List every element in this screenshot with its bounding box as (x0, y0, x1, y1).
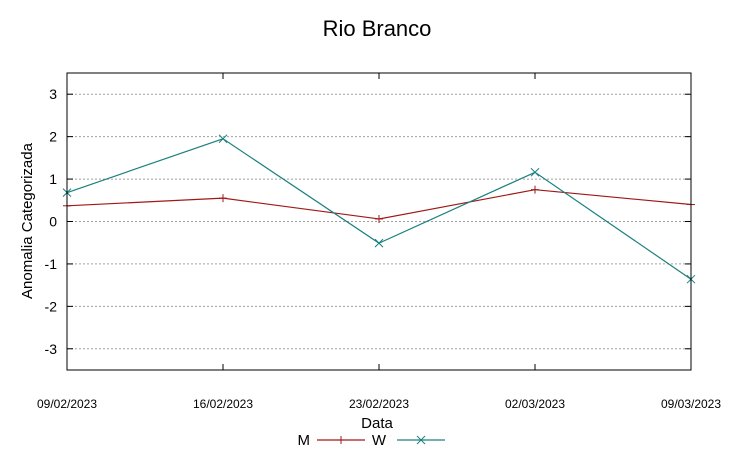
marker-stroke (374, 238, 384, 248)
cross-marker (374, 238, 384, 248)
plus-marker (219, 194, 227, 203)
legend-label-w: W (372, 432, 387, 449)
y-tick-label: -1 (45, 256, 58, 272)
x-axis-label: Data (361, 415, 393, 432)
y-tick-label: 3 (49, 86, 57, 102)
plus-marker (337, 436, 345, 444)
marker-stroke (416, 435, 426, 445)
y-axis-label: Anomalia Categorizada (19, 142, 36, 299)
y-tick-label: -2 (45, 298, 58, 314)
marker-stroke (530, 167, 540, 177)
chart-title: Rio Branco (323, 16, 432, 41)
x-tick-label: 16/02/2023 (193, 397, 253, 411)
series-line-w (66, 138, 692, 280)
cross-marker (416, 435, 426, 445)
plot-frame (66, 72, 692, 371)
marker-stroke (218, 134, 228, 144)
x-tick-label: 09/02/2023 (37, 397, 97, 411)
y-tick-label: 0 (49, 214, 57, 230)
plus-marker (531, 185, 539, 194)
cross-marker (218, 134, 228, 144)
cross-marker (530, 167, 540, 177)
x-tick-label: 02/03/2023 (505, 397, 565, 411)
legend-label-m: M (298, 432, 311, 449)
y-tick-label: -3 (45, 341, 58, 357)
x-tick-label: 23/02/2023 (349, 397, 409, 411)
y-tick-label: 2 (49, 129, 57, 145)
x-tick-label: 09/03/2023 (661, 397, 721, 411)
plus-marker (375, 214, 383, 223)
y-tick-label: 1 (49, 171, 57, 187)
